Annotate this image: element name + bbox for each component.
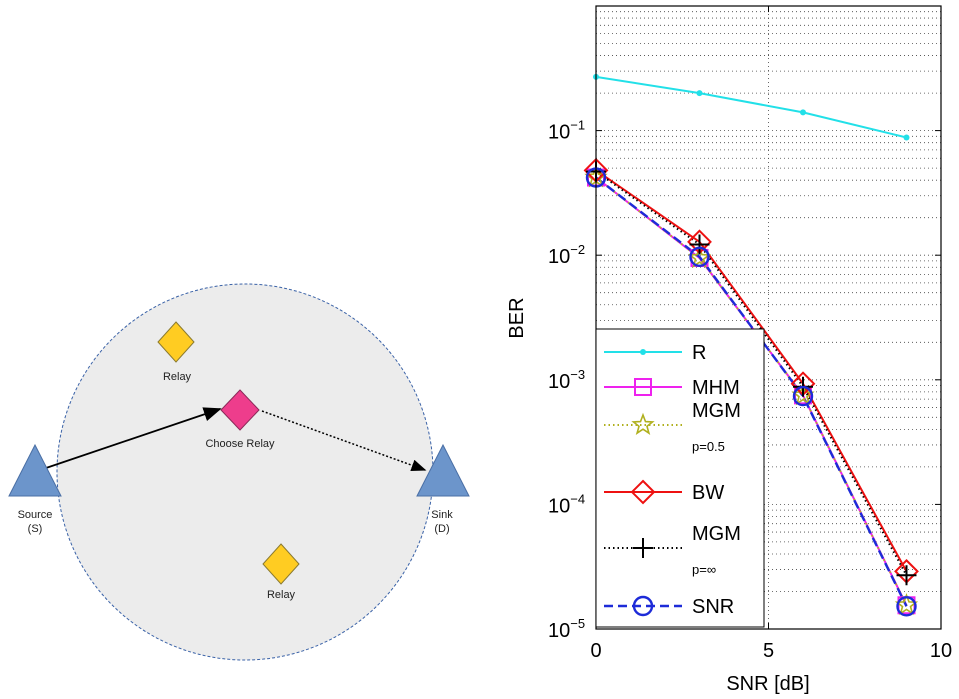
series-line-4 <box>595 170 908 576</box>
series-line-3 <box>595 169 908 572</box>
data-point-5-3 <box>896 596 917 617</box>
source-to-relay-arrow <box>45 407 222 469</box>
grid-lines <box>596 6 941 629</box>
series-line-5 <box>595 176 908 607</box>
chosen-relay-label: Choose Relay <box>205 438 275 450</box>
source-node-triangle <box>8 443 62 497</box>
legend-sublabel-2: p=0.5 <box>692 439 725 454</box>
x-tick-label: 5 <box>763 640 774 662</box>
relay-top-label: Relay <box>163 371 192 383</box>
legend-marker-5 <box>632 595 654 617</box>
legend-sublabel-4: p=∞ <box>692 562 716 577</box>
sink-node-triangle <box>416 443 470 497</box>
data-point-0-1 <box>696 90 703 97</box>
legend-marker-4 <box>633 538 653 558</box>
axis-tick-labels: 0 5 10 10−5 10−4 10−3 10−2 10−1 <box>548 118 952 662</box>
relay-top-diamond <box>157 321 195 363</box>
y-axis-label: BER <box>506 297 528 338</box>
legend-marker-1 <box>634 378 652 396</box>
data-point-4-3 <box>896 565 917 586</box>
x-axis-label: SNR [dB] <box>726 673 809 695</box>
relay-bottom-diamond <box>262 543 300 585</box>
series-line-0 <box>595 75 907 139</box>
sink-label: Sink <box>431 509 453 521</box>
legend-marker-2 <box>631 412 655 435</box>
data-point-5-1 <box>689 246 710 268</box>
y-tick-label: 10−3 <box>548 367 585 393</box>
relay-coverage-region <box>56 283 434 661</box>
legend-marker-0 <box>640 349 646 355</box>
source-label: Source <box>18 509 53 521</box>
data-point-5-2 <box>792 385 814 407</box>
relay-bottom-label: Relay <box>267 589 296 601</box>
series-lines <box>595 75 908 607</box>
y-tick-label: 10−2 <box>548 242 585 268</box>
legend-label-0: R <box>692 342 706 364</box>
legend-label-3: BW <box>692 482 724 504</box>
legend-box <box>595 328 765 628</box>
y-tick-label: 10−5 <box>548 616 585 642</box>
legend-label-5: SNR <box>692 596 734 618</box>
data-point-0-3 <box>903 134 910 141</box>
legend-label-2: MGM <box>692 400 741 422</box>
y-tick-label: 10−4 <box>548 491 585 517</box>
legend-marker-3 <box>630 479 656 505</box>
y-tick-label: 10−1 <box>548 118 585 144</box>
x-tick-label: 10 <box>930 640 952 662</box>
data-point-0-2 <box>800 109 806 116</box>
data-point-4-1 <box>689 234 710 255</box>
data-point-2-1 <box>687 245 712 268</box>
relay-to-sink-arrow <box>261 410 427 472</box>
sink-sublabel: (D) <box>434 523 449 535</box>
legend-label-1: MHM <box>692 377 740 399</box>
source-sublabel: (S) <box>28 523 43 535</box>
chosen-relay-diamond <box>220 389 260 431</box>
x-tick-label: 0 <box>590 640 601 662</box>
relay-diagram: Source (S) Sink (D) Relay Choose Relay R… <box>8 283 470 661</box>
legend-label-4: MGM <box>692 523 741 545</box>
